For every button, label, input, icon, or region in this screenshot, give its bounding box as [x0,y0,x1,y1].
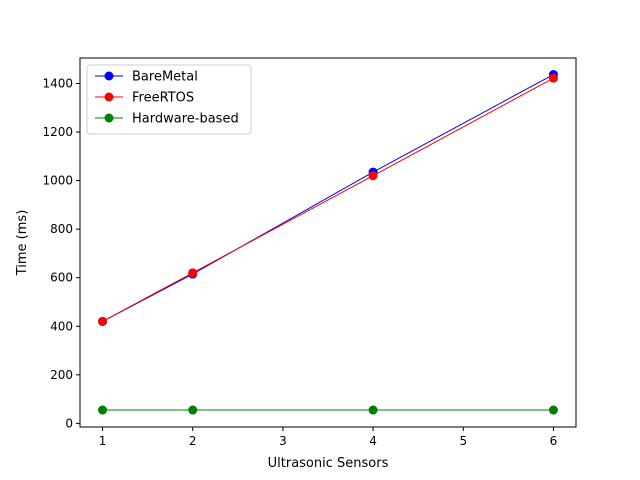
legend-box [86,64,252,135]
data-point [98,316,108,326]
x-axis-ticks: 1 2 3 4 5 6 [99,427,558,448]
y-tick-label: 0 [65,416,73,430]
x-tick-label: 4 [369,434,377,448]
y-tick-label: 1000 [42,174,73,188]
legend-entry: Hardware-based [95,112,239,127]
y-tick-label: 1200 [42,125,73,139]
legend-entry: BareMetal [95,70,198,85]
data-point [548,73,558,83]
y-tick-label: 800 [50,222,73,236]
x-tick-label: 2 [189,434,197,448]
y-axis-label: Time (ms) [15,210,30,277]
x-tick-label: 1 [99,434,107,448]
y-tick-label: 1400 [42,76,73,90]
x-tick-label: 3 [279,434,287,448]
legend-marker [104,92,114,102]
y-tick-label: 200 [50,368,73,382]
legend: BareMetal FreeRTOS Hardware-based [86,64,252,135]
axes-frame [79,57,577,428]
y-tick-label: 400 [50,319,73,333]
data-point [188,268,198,278]
series-line [102,74,554,322]
data-point [98,405,108,415]
legend-label: BareMetal [132,70,198,85]
legend-label: Hardware-based [132,112,239,127]
y-axis-ticks: 0 200 400 600 800 1000 1200 1400 [42,76,80,430]
plot-area [98,70,558,415]
legend-entry: FreeRTOS [95,91,194,106]
series-freertos [98,73,558,326]
x-tick-label: 6 [550,434,558,448]
data-point [368,171,378,181]
series-hardware-based [98,405,558,415]
data-point [368,405,378,415]
series-line [102,77,554,322]
x-tick-label: 5 [459,434,467,448]
legend-marker [104,71,114,81]
legend-marker [104,113,114,123]
data-point [188,405,198,415]
data-point [548,405,558,415]
x-axis-label: Ultrasonic Sensors [268,456,389,471]
legend-label: FreeRTOS [132,91,194,106]
y-tick-label: 600 [50,271,73,285]
